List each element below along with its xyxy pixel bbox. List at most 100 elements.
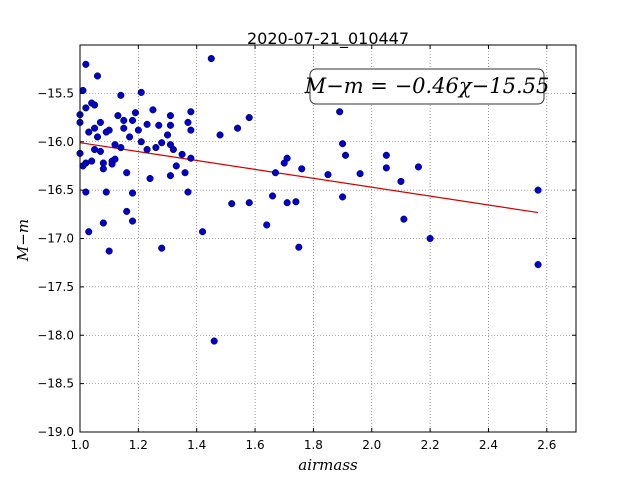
x-tick-label-3: 1.6 (246, 438, 265, 452)
data-point-51 (155, 121, 163, 129)
fit-line (79, 142, 539, 214)
x-tick-label-4: 1.8 (304, 438, 323, 452)
data-point-49 (149, 106, 157, 114)
annotation-text: M−m = −0.46χ−15.55 (304, 74, 550, 98)
data-point-43 (134, 126, 142, 134)
data-point-56 (166, 121, 174, 129)
data-point-13 (91, 101, 99, 109)
data-point-63 (184, 188, 192, 196)
x-axis-label: airmass (298, 456, 358, 474)
y-axis-label: M−m (14, 219, 32, 262)
data-point-4 (79, 86, 87, 95)
data-point-66 (187, 126, 195, 134)
y-tick-label-0: −15.5 (37, 86, 74, 100)
y-tick-label-2: −16.5 (37, 183, 74, 197)
data-point-89 (341, 151, 350, 159)
data-point-54 (163, 131, 172, 139)
data-point-55 (166, 112, 174, 120)
data-point-91 (382, 151, 390, 159)
data-point-38 (126, 133, 134, 141)
y-tick-label-1: −16.0 (37, 135, 74, 149)
y-tick-label-3: −17.0 (37, 232, 74, 246)
data-point-22 (99, 219, 107, 227)
data-point-52 (158, 139, 166, 147)
plot-frame (79, 44, 577, 433)
data-point-37 (123, 169, 131, 177)
data-point-33 (117, 144, 125, 152)
data-point-24 (102, 188, 110, 196)
fit-annotation: M−m = −0.46χ−15.55 (304, 68, 550, 105)
x-tick-label-5: 2.0 (362, 438, 381, 452)
data-point-40 (128, 217, 137, 225)
y-tick-label-4: −17.5 (37, 280, 74, 294)
data-point-90 (356, 170, 364, 178)
data-point-78 (271, 169, 280, 177)
chart-title: 2020-07-21_010447 (247, 29, 409, 49)
data-point-87 (339, 140, 347, 148)
data-point-97 (534, 186, 542, 194)
data-point-16 (93, 72, 102, 80)
data-point-96 (426, 234, 434, 243)
data-point-6 (82, 104, 90, 112)
data-point-80 (283, 154, 291, 162)
data-point-18 (96, 118, 104, 126)
data-point-41 (128, 189, 137, 197)
data-point-45 (137, 138, 145, 146)
data-point-8 (82, 188, 90, 196)
x-tick-label-6: 2.2 (421, 438, 440, 452)
data-point-94 (400, 215, 408, 223)
data-point-60 (172, 162, 180, 170)
data-point-29 (111, 141, 119, 149)
data-point-72 (228, 200, 236, 208)
y-tick-label-6: −18.5 (37, 377, 74, 391)
data-point-26 (105, 126, 113, 134)
y-tick-label-7: −19.0 (37, 425, 74, 439)
data-point-86 (336, 108, 344, 116)
data-point-73 (234, 124, 242, 132)
data-point-35 (120, 116, 128, 125)
data-point-76 (263, 221, 271, 229)
data-point-42 (131, 109, 139, 117)
data-point-84 (298, 165, 306, 173)
data-point-44 (137, 88, 145, 96)
data-point-61 (178, 150, 186, 158)
data-point-69 (207, 54, 215, 63)
data-point-95 (414, 163, 422, 171)
x-tick-label-7: 2.4 (479, 438, 498, 452)
data-point-32 (117, 91, 125, 99)
data-point-10 (85, 128, 93, 136)
data-point-9 (85, 228, 93, 236)
data-point-74 (245, 114, 253, 122)
x-tick-label-8: 2.6 (537, 438, 556, 452)
data-point-47 (143, 120, 151, 128)
data-point-34 (120, 124, 128, 132)
data-point-50 (152, 144, 160, 152)
data-point-70 (210, 337, 218, 345)
data-point-77 (269, 192, 277, 200)
data-point-7 (82, 60, 90, 68)
data-point-12 (88, 157, 96, 165)
data-point-25 (105, 247, 113, 255)
tick-labels: 1.0 1.2 1.4 1.6 1.8 2.0 2.2 2.4 2.6 −15.5 −16.0 −16… (37, 45, 576, 452)
data-point-59 (166, 172, 174, 180)
data-point-58 (169, 145, 177, 154)
data-point-21 (99, 165, 107, 173)
data-point-17 (93, 133, 102, 141)
data-point-68 (198, 228, 207, 236)
data-point-30 (111, 155, 119, 163)
data-point-98 (534, 261, 542, 269)
data-point-48 (146, 174, 154, 183)
data-point-19 (96, 147, 104, 155)
x-tick-label-2: 1.4 (187, 438, 206, 452)
data-point-82 (292, 198, 300, 206)
data-point-62 (181, 169, 189, 177)
data-point-39 (128, 116, 137, 125)
data-point-92 (382, 164, 390, 172)
data-point-93 (397, 177, 405, 185)
data-point-85 (324, 171, 332, 179)
data-point-46 (143, 145, 151, 154)
data-point-81 (283, 199, 291, 207)
fit-line-layer (79, 142, 539, 214)
data-point-88 (339, 193, 347, 201)
annotation-box (309, 68, 545, 105)
